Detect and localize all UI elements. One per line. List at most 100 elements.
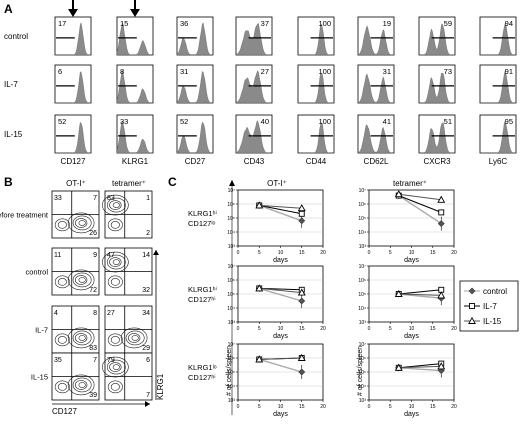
quadrant-percentage: 4 <box>54 310 58 317</box>
x-tick-label: 0 <box>368 404 371 410</box>
y-axis-label: # of cells/spleen <box>226 346 233 396</box>
contour-line <box>109 257 122 267</box>
gate-percentage: 91 <box>505 67 513 76</box>
x-tick-label: 10 <box>409 326 415 332</box>
contour-line <box>72 330 92 346</box>
histogram-trace <box>357 25 394 56</box>
row-label-control: control <box>4 32 28 41</box>
row-label: CD127ʰⁱ <box>188 373 216 382</box>
y-tick-label: 10³ <box>228 398 236 404</box>
histogram-trace <box>298 23 334 56</box>
panel-label-a: A <box>4 2 13 16</box>
column-label: tetramer⁺ <box>112 179 146 188</box>
histogram-box <box>297 64 335 104</box>
quadrant-percentage: 8 <box>93 310 97 317</box>
arrow-icon <box>229 180 235 186</box>
quadrant-percentage: 11 <box>54 252 61 259</box>
x-tick-label: 20 <box>451 250 457 256</box>
histogram-box <box>297 114 335 154</box>
marker-label-cd44: CD44 <box>306 157 327 166</box>
y-tick-label: 10³ <box>359 244 367 250</box>
y-tick-label: 10⁷ <box>359 342 367 348</box>
x-tick-label: 10 <box>409 250 415 256</box>
series-line <box>398 367 442 372</box>
y-tick-label: 10⁴ <box>227 384 235 390</box>
quadrant-percentage: 9 <box>93 252 97 259</box>
quadrant-percentage: 83 <box>107 195 115 202</box>
histogram-trace <box>235 23 272 56</box>
gate-percentage: 37 <box>261 19 269 28</box>
x-tick-label: 5 <box>258 404 261 410</box>
histogram-box <box>418 16 456 56</box>
quadrant-percentage: 32 <box>142 287 150 294</box>
x-tick-label: 0 <box>237 250 240 256</box>
contour-line <box>131 335 139 341</box>
contour-line <box>54 380 70 394</box>
histogram-trace <box>298 122 334 154</box>
gate-percentage: 100 <box>318 67 331 76</box>
x-axis-label: days <box>273 333 288 340</box>
y-tick-label: 10⁴ <box>358 306 366 312</box>
x-axis-label: CD127 <box>52 407 77 416</box>
square-marker <box>298 210 305 217</box>
contour-line <box>67 374 95 396</box>
quadrant-percentage: 7 <box>146 392 150 399</box>
quadrant-percentage: 29 <box>142 345 150 352</box>
gate-percentage: 52 <box>180 117 188 126</box>
histogram-box <box>479 64 517 104</box>
quadrant-percentage: 35 <box>54 357 62 364</box>
row-label: IL-7 <box>35 326 48 335</box>
y-tick-label: 10⁵ <box>358 216 366 222</box>
gate-percentage: 95 <box>505 117 513 126</box>
histogram-trace <box>235 70 272 104</box>
y-tick-label: 10⁷ <box>359 264 367 270</box>
contour-line <box>110 336 120 344</box>
triangle-marker <box>437 362 446 370</box>
x-axis-label: days <box>273 257 288 264</box>
series-line <box>259 287 302 294</box>
y-tick-label: 10⁵ <box>358 370 366 376</box>
y-tick-label: 10⁵ <box>227 292 235 298</box>
x-tick-label: 5 <box>258 326 261 332</box>
arrow-icon <box>68 9 78 17</box>
diamond-marker <box>437 220 445 228</box>
gate-percentage: 6 <box>58 67 62 76</box>
y-tick-label: 10⁶ <box>358 202 366 208</box>
contour-line <box>107 380 123 394</box>
contour-line <box>107 218 123 232</box>
column-label: tetramer⁺ <box>393 179 427 188</box>
quadrant-percentage: 7 <box>93 357 97 364</box>
square-marker <box>438 209 445 216</box>
row-label: KLRG1ʰⁱ <box>188 285 217 294</box>
y-tick-label: 10⁶ <box>358 278 366 284</box>
x-tick-label: 10 <box>409 404 415 410</box>
diamond-marker <box>298 297 306 305</box>
triangle-marker <box>297 204 306 212</box>
series-line <box>398 289 442 295</box>
column-label: OT-I⁺ <box>267 179 287 188</box>
triangle-marker <box>297 353 306 361</box>
gate-percentage: 17 <box>58 19 66 28</box>
histogram-trace <box>176 22 213 56</box>
contour-line <box>74 380 88 390</box>
y-tick-label: 10⁷ <box>228 342 236 348</box>
contour-line <box>72 377 92 393</box>
x-axis-label: days <box>404 333 419 340</box>
histogram-trace <box>55 122 91 154</box>
legend-entry: IL-7 <box>483 302 497 311</box>
gate-percentage: 31 <box>383 67 391 76</box>
x-tick-label: 10 <box>278 326 284 332</box>
contour-line <box>112 259 120 265</box>
gate-percentage: 33 <box>120 117 128 126</box>
contour-line <box>54 275 70 289</box>
marker-label-cd27: CD27 <box>185 157 206 166</box>
quadrant-percentage: 26 <box>89 230 97 237</box>
series-line <box>398 193 442 201</box>
x-tick-label: 5 <box>389 250 392 256</box>
contour-line <box>78 382 86 388</box>
marker-label-ly6c: Ly6C <box>489 157 508 166</box>
histogram-trace <box>176 71 213 104</box>
diamond-marker <box>298 368 306 376</box>
x-axis-label: days <box>273 411 288 418</box>
contour-line <box>72 215 92 231</box>
